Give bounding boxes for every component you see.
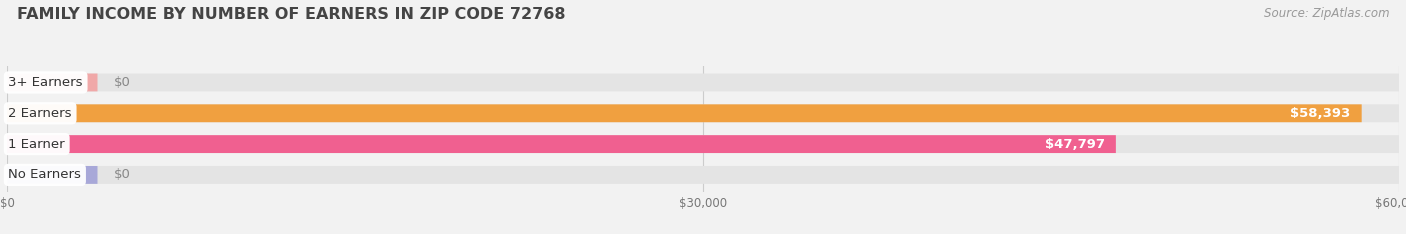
Text: Source: ZipAtlas.com: Source: ZipAtlas.com xyxy=(1264,7,1389,20)
Text: 1 Earner: 1 Earner xyxy=(8,138,65,151)
FancyBboxPatch shape xyxy=(7,104,1361,122)
Text: $0: $0 xyxy=(114,76,131,89)
Text: No Earners: No Earners xyxy=(8,168,82,181)
Text: $0: $0 xyxy=(114,168,131,181)
FancyBboxPatch shape xyxy=(7,166,1399,184)
Text: $58,393: $58,393 xyxy=(1291,107,1351,120)
FancyBboxPatch shape xyxy=(7,73,1399,91)
Text: 3+ Earners: 3+ Earners xyxy=(8,76,83,89)
FancyBboxPatch shape xyxy=(7,135,1399,153)
Text: FAMILY INCOME BY NUMBER OF EARNERS IN ZIP CODE 72768: FAMILY INCOME BY NUMBER OF EARNERS IN ZI… xyxy=(17,7,565,22)
FancyBboxPatch shape xyxy=(7,73,97,91)
FancyBboxPatch shape xyxy=(7,135,1116,153)
FancyBboxPatch shape xyxy=(7,166,97,184)
Text: 2 Earners: 2 Earners xyxy=(8,107,72,120)
Text: $47,797: $47,797 xyxy=(1045,138,1105,151)
FancyBboxPatch shape xyxy=(7,104,1399,122)
